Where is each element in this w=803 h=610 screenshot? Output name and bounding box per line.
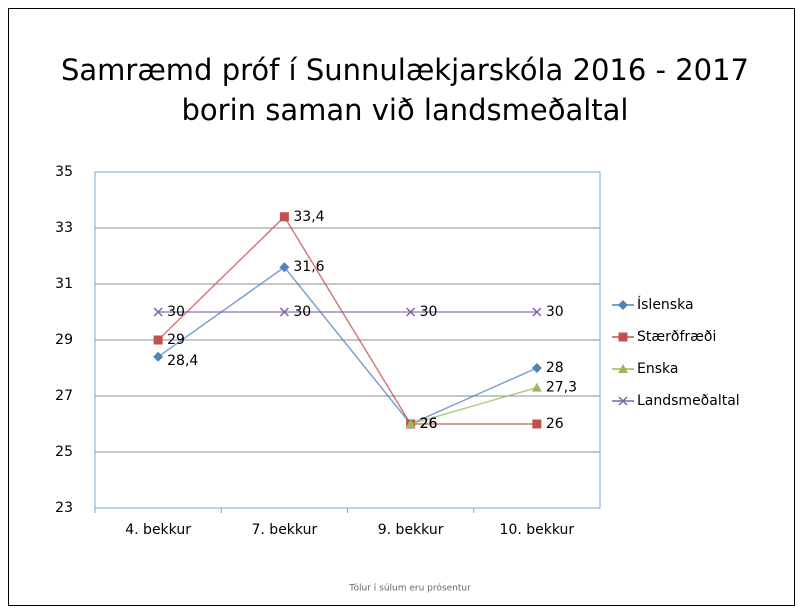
series-line xyxy=(157,215,537,425)
data-label: 26 xyxy=(420,416,438,432)
data-point xyxy=(279,307,289,317)
y-tick-label: 33 xyxy=(55,220,73,236)
y-tick-label: 35 xyxy=(55,164,73,180)
legend-label: Íslenska xyxy=(637,296,694,313)
data-label: 26 xyxy=(546,416,564,432)
x-tick-label: 9. bekkur xyxy=(378,522,444,538)
x-tick-label: 10. bekkur xyxy=(500,522,575,538)
data-label: 30 xyxy=(293,304,311,320)
data-label: 28,4 xyxy=(167,353,198,369)
data-point xyxy=(531,363,542,373)
data-point xyxy=(153,351,164,362)
data-point xyxy=(532,419,542,429)
chart-note: Tölur í súlum eru prósentur xyxy=(348,583,471,594)
data-point xyxy=(406,307,416,317)
legend-marker xyxy=(618,300,628,310)
y-tick-label: 27 xyxy=(55,388,73,404)
legend-label: Stærðfræði xyxy=(637,329,716,345)
x-tick-label: 4. bekkur xyxy=(125,522,191,538)
chart-frame xyxy=(8,8,795,606)
legend-marker xyxy=(618,364,628,373)
series-line xyxy=(410,386,538,425)
legend-marker xyxy=(618,332,628,342)
chart-title: borin saman við landsmeðaltal xyxy=(182,93,629,127)
data-label: 30 xyxy=(167,304,185,320)
data-point xyxy=(279,212,289,222)
data-point xyxy=(532,307,542,317)
data-point xyxy=(531,382,542,392)
y-tick-label: 31 xyxy=(55,276,73,292)
x-tick-label: 7. bekkur xyxy=(252,522,318,538)
data-label: 29 xyxy=(167,332,185,348)
chart-title: Samræmd próf í Sunnulækjarskóla 2016 - 2… xyxy=(61,53,749,87)
y-tick-label: 29 xyxy=(55,332,73,348)
data-point xyxy=(279,262,290,273)
data-label: 30 xyxy=(420,304,438,320)
y-tick-label: 23 xyxy=(55,500,73,516)
data-label: 27,3 xyxy=(546,380,577,396)
legend-label: Landsmeðaltal xyxy=(637,393,740,409)
data-point xyxy=(405,419,416,428)
data-point xyxy=(153,335,163,345)
legend-label: Enska xyxy=(637,361,678,377)
data-label: 30 xyxy=(546,304,564,320)
y-tick-label: 25 xyxy=(55,444,73,460)
data-label: 28 xyxy=(546,360,564,376)
data-point xyxy=(153,307,163,317)
data-label: 31,6 xyxy=(293,259,324,275)
legend-marker xyxy=(618,396,628,406)
data-label: 33,4 xyxy=(293,209,324,225)
